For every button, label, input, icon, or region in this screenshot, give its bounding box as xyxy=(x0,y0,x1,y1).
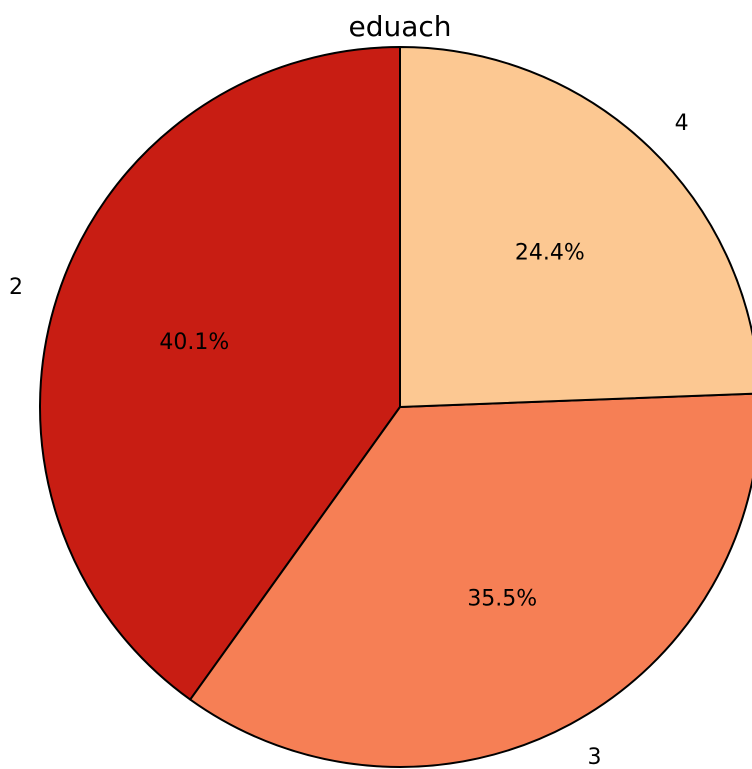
chart-title: eduach xyxy=(348,10,451,43)
slice-category-label-4: 4 xyxy=(675,111,689,136)
pie-labels: 40.1% 2 35.5% 3 24.4% 4 xyxy=(9,111,689,769)
pie-slice-4 xyxy=(399,46,752,408)
pie-slice-3 xyxy=(189,392,752,768)
pie-slice-2 xyxy=(39,46,401,701)
slice-category-label-3: 3 xyxy=(587,745,601,769)
slice-percent-label-4: 24.4% xyxy=(515,240,585,265)
slice-category-label-2: 2 xyxy=(9,275,23,300)
slice-percent-label-3: 35.5% xyxy=(467,586,537,611)
pie-slices xyxy=(39,46,752,768)
slice-percent-label-2: 40.1% xyxy=(159,330,229,355)
